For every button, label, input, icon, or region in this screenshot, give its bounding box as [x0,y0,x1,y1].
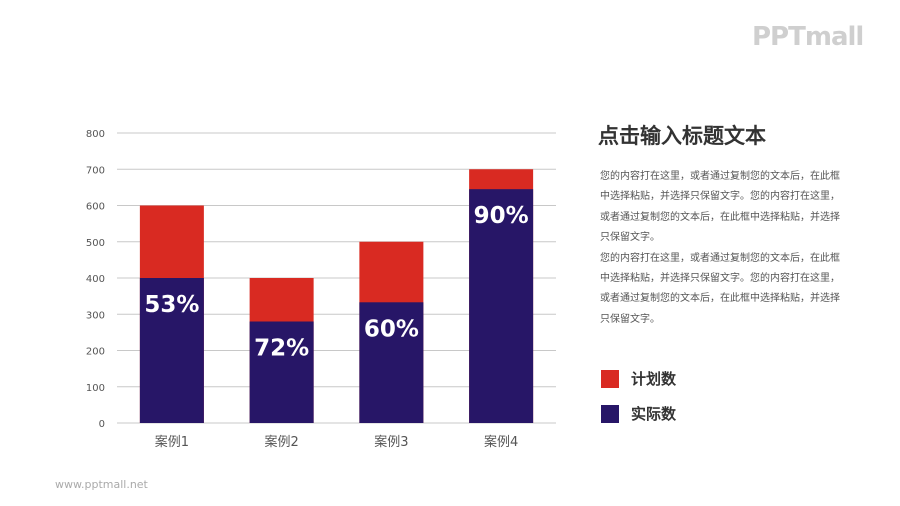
data-label: 60% [364,316,419,342]
y-tick-label: 0 [99,419,105,430]
data-label: 53% [144,292,199,318]
footer-url: www.pptmall.net [55,478,148,491]
paragraph: 您的内容打在这里，或者通过复制您的文本后，在此框中选择粘贴，并选择只保留文字。您… [600,252,840,325]
data-label: 90% [474,203,529,229]
legend-swatch [601,369,619,388]
bar [139,278,204,423]
x-tick-label: 案例3 [374,435,408,450]
legend-item-plan: 计划数 [601,368,676,389]
x-tick-label: 案例1 [155,435,189,450]
x-tick-label: 案例2 [264,435,298,450]
data-label: 72% [254,336,309,362]
legend-label: 实际数 [631,405,677,423]
y-tick-label: 700 [86,165,105,176]
bar [249,321,314,423]
legend-swatch [601,404,619,423]
y-tick-label: 400 [86,274,105,285]
legend-label: 计划数 [631,370,677,388]
bar-chart: 0 100 200 300 400 500 600 700 800 案例1 53% 案例2 72% 案例3… [86,129,556,450]
y-tick-label: 500 [86,238,105,249]
x-tick-label: 案例4 [484,435,518,450]
y-tick-label: 100 [86,383,105,394]
y-tick-label: 600 [86,202,105,213]
paragraph: 您的内容打在这里，或者通过复制您的文本后，在此框中选择粘贴，并选择只保留文字。您… [600,171,840,244]
y-tick-label: 300 [86,310,105,321]
legend-item-actual: 实际数 [601,403,676,424]
panel-title: 点击输入标题文本 [598,124,766,148]
bar [469,189,534,423]
y-tick-label: 800 [86,129,105,140]
bar [359,302,424,423]
pptmall-logo: PPTmall [752,22,864,52]
panel-body: 您的内容打在这里，或者通过复制您的文本后，在此框中选择粘贴，并选择只保留文字。您… [600,167,845,330]
y-tick-label: 200 [86,347,105,358]
